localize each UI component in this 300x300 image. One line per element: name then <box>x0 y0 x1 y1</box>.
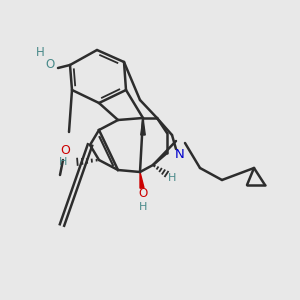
Text: H: H <box>139 202 147 212</box>
Text: O: O <box>60 143 70 157</box>
Text: O: O <box>138 187 148 200</box>
Polygon shape <box>141 118 145 135</box>
Text: O: O <box>45 58 55 71</box>
Text: N: N <box>175 148 185 161</box>
Text: H: H <box>168 173 176 183</box>
Text: H: H <box>36 46 44 59</box>
Text: H: H <box>58 157 67 167</box>
Polygon shape <box>140 172 144 188</box>
